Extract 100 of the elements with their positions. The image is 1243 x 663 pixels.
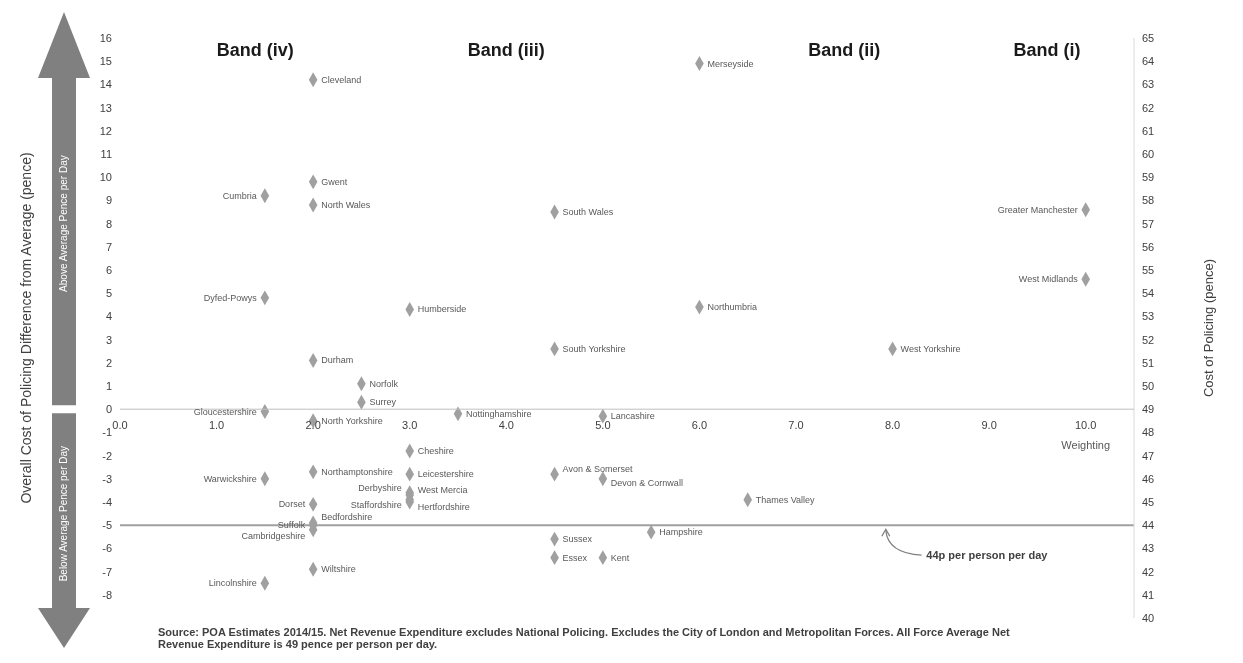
y2-tick-label: 48 bbox=[1142, 426, 1155, 439]
series-label: Staffordshire bbox=[350, 499, 402, 510]
y-tick-label: 11 bbox=[100, 147, 112, 160]
y-tick-label: 3 bbox=[105, 333, 112, 346]
y-tick-label: 1 bbox=[105, 379, 112, 392]
series-label: Kent bbox=[610, 552, 630, 563]
y-tick-label: 15 bbox=[99, 55, 112, 68]
y2-axis-title: Cost of Policing (pence) bbox=[1200, 258, 1216, 398]
series-label: Surrey bbox=[369, 397, 397, 408]
annotation: Band (i) bbox=[1013, 40, 1081, 60]
y-tick-label: -3 bbox=[102, 472, 112, 485]
y-tick-label: -6 bbox=[102, 542, 112, 555]
ref-line-label: 44p per person per day bbox=[926, 549, 1049, 562]
series-label: Sussex bbox=[562, 534, 593, 545]
y2-tick-label: 61 bbox=[1142, 124, 1155, 137]
x-tick-label: 5.0 bbox=[595, 419, 611, 432]
y2-tick-label: 65 bbox=[1142, 31, 1155, 44]
y2-tick-label: 44 bbox=[1142, 519, 1155, 532]
x-tick-label: 0.0 bbox=[112, 419, 128, 432]
series-label: Wiltshire bbox=[321, 564, 356, 575]
series-label: Norfolk bbox=[369, 378, 399, 389]
series-label: South Yorkshire bbox=[562, 343, 626, 354]
series-label: Gloucestershire bbox=[193, 406, 257, 417]
x-tick-label: 1.0 bbox=[208, 419, 225, 432]
y2-tick-label: 41 bbox=[1142, 588, 1155, 601]
y2-tick-label: 46 bbox=[1142, 472, 1155, 485]
y-tick-label: 12 bbox=[99, 124, 112, 137]
series-label: Cumbria bbox=[222, 190, 257, 201]
series-label: Merseyside bbox=[707, 58, 754, 69]
series-label: South Wales bbox=[562, 207, 614, 217]
y-axis-title: Overall Cost of Policing Difference from Average (pence) bbox=[18, 152, 34, 504]
series-label: Essex bbox=[562, 552, 588, 563]
y2-tick-label: 54 bbox=[1142, 287, 1155, 300]
y2-tick-label: 43 bbox=[1142, 542, 1155, 555]
y-tick-label: -1 bbox=[102, 426, 112, 439]
y2-tick-label: 49 bbox=[1142, 403, 1155, 416]
series-label: Cleveland bbox=[321, 74, 362, 85]
series-label: Derbyshire bbox=[358, 482, 402, 493]
text: Above Average Pence per Day bbox=[58, 155, 70, 292]
series-label: Thames Valley bbox=[755, 494, 816, 505]
y-tick-label: 7 bbox=[105, 240, 112, 253]
y-tick-label: 16 bbox=[99, 31, 112, 44]
series-label: Humberside bbox=[417, 304, 467, 315]
y-tick-label: -4 bbox=[102, 495, 112, 508]
source-note: Source: POA Estimates 2014/15. Net Revenue Expenditure excludes National Policing. Excludes the City of London and Metropolitan Forces. All Force Average Net Revenue Expenditure is 49 pence per person per day. bbox=[158, 626, 1011, 650]
y2-tick-label: 57 bbox=[1142, 217, 1155, 230]
x-tick-label: 4.0 bbox=[498, 419, 514, 432]
series-label: North Wales bbox=[321, 200, 371, 211]
x-axis-title: Weighting bbox=[1061, 439, 1111, 452]
y2-tick-label: 40 bbox=[1142, 611, 1155, 624]
x-tick-label: 6.0 bbox=[691, 419, 708, 432]
y-tick-label: 5 bbox=[105, 287, 112, 300]
y2-tick-label: 52 bbox=[1142, 333, 1155, 346]
series-label: Lincolnshire bbox=[208, 578, 257, 589]
y-tick-label: 0 bbox=[105, 403, 112, 416]
y2-tick-label: 55 bbox=[1142, 263, 1155, 276]
series-label: Bedfordshire bbox=[321, 511, 373, 522]
series-label: West Mercia bbox=[417, 485, 468, 496]
annotation: Band (iv) bbox=[216, 40, 294, 60]
y-tick-label: -2 bbox=[102, 449, 112, 462]
series-label: Hampshire bbox=[659, 527, 703, 538]
series-label: Suffolk bbox=[277, 520, 306, 531]
y2-tick-label: 56 bbox=[1142, 240, 1155, 253]
y2-tick-label: 60 bbox=[1142, 147, 1155, 160]
y-tick-label: 14 bbox=[99, 78, 112, 91]
series-label: North Yorkshire bbox=[321, 415, 383, 426]
series-label: West Yorkshire bbox=[900, 343, 961, 354]
series-label: Cambridgeshire bbox=[241, 530, 306, 541]
series-label: Leicestershire bbox=[417, 469, 474, 480]
y2-tick-label: 62 bbox=[1142, 101, 1155, 114]
series-label: Nottinghamshire bbox=[466, 408, 532, 419]
x-tick-label: 10.0 bbox=[1075, 419, 1097, 432]
y-tick-label: 10 bbox=[99, 171, 112, 184]
series-label: Hertfordshire bbox=[417, 502, 470, 512]
y2-tick-label: 42 bbox=[1142, 565, 1155, 578]
series-label: Dyfed-Powys bbox=[203, 292, 258, 303]
y2-tick-label: 58 bbox=[1142, 194, 1155, 207]
annotation: Band (iii) bbox=[467, 40, 545, 60]
series-label: Devon & Cornwall bbox=[610, 477, 683, 488]
y2-tick-label: 59 bbox=[1142, 171, 1155, 184]
y2-tick-label: 53 bbox=[1142, 310, 1155, 323]
y-tick-label: -7 bbox=[102, 565, 112, 578]
series-label: Lancashire bbox=[610, 411, 655, 422]
y-tick-label: 13 bbox=[99, 101, 112, 114]
y2-tick-label: 47 bbox=[1142, 449, 1155, 462]
series-label: Cheshire bbox=[417, 445, 454, 456]
x-tick-label: 9.0 bbox=[981, 419, 997, 432]
annotation: Band (ii) bbox=[808, 40, 881, 60]
series-label: Northumbria bbox=[707, 302, 757, 313]
y2-tick-label: 63 bbox=[1142, 78, 1155, 91]
series-label: Durham bbox=[321, 355, 354, 366]
series-label: Avon & Somerset bbox=[562, 464, 633, 475]
text: Below Average Pence per Day bbox=[58, 445, 70, 582]
series-label: Dorset bbox=[278, 499, 306, 510]
x-tick-label: 2.0 bbox=[305, 419, 321, 432]
x-tick-label: 3.0 bbox=[402, 419, 418, 432]
y-tick-label: 6 bbox=[105, 263, 112, 276]
series-label: West Midlands bbox=[1018, 274, 1079, 285]
y-tick-label: 2 bbox=[105, 356, 112, 369]
y-tick-label: 8 bbox=[105, 217, 112, 230]
